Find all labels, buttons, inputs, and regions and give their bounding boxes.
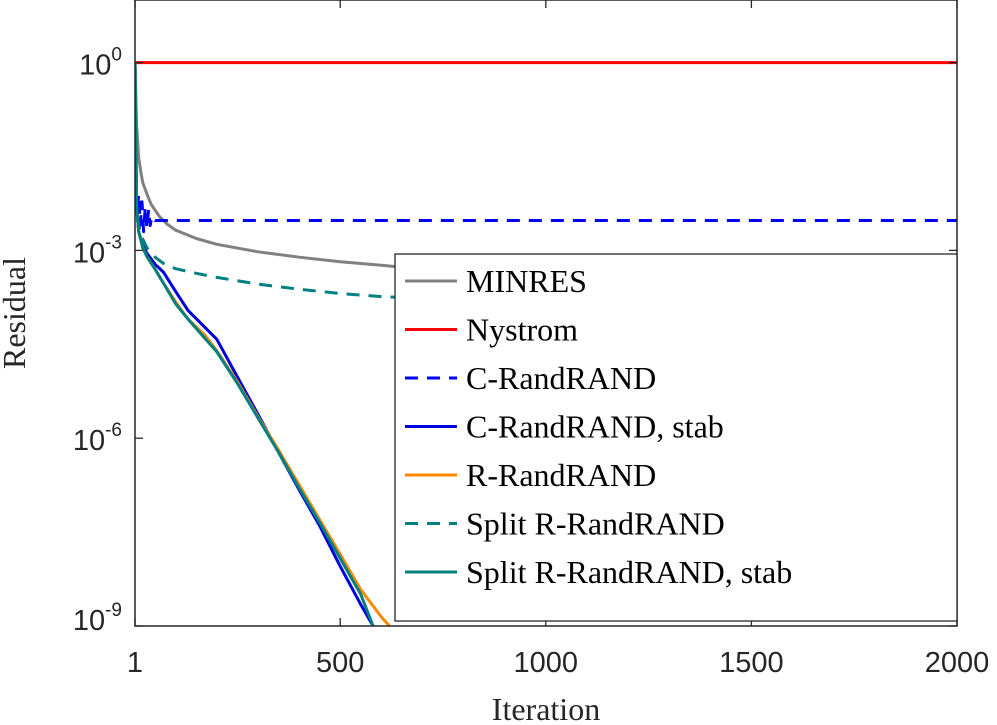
y-tick-label: 100 [79,45,122,82]
legend-box [394,253,958,622]
x-tick-label: 500 [316,647,364,679]
series-line-3 [135,62,957,234]
legend-label: Nystrom [466,312,578,348]
series-line-5 [135,62,391,626]
series-line-4 [135,62,375,626]
legend-label: C-RandRAND [466,360,656,396]
y-axis-label: Residual [0,257,32,369]
x-tick-label: 1500 [719,647,784,679]
x-axis-label: Iteration [492,691,600,725]
y-tick-label: 10-3 [73,232,122,269]
x-tick-label: 1 [127,647,143,679]
x-tick-label: 1000 [514,647,579,679]
legend-label: Split R-RandRAND [466,506,725,542]
y-tick-label: 10-9 [73,600,122,637]
legend-label: Split R-RandRAND, stab [466,554,792,590]
series-line-6 [135,62,957,314]
series-line-7 [135,62,375,626]
legend-label: R-RandRAND [466,457,656,493]
legend-label: C-RandRAND, stab [466,409,724,445]
y-tick-label: 10-6 [73,420,122,457]
legend: MINRES Nystrom C-RandRAND C-RandRAND, stab R… [394,253,958,622]
x-tick-label: 2000 [925,647,990,679]
legend-label: MINRES [466,263,587,299]
